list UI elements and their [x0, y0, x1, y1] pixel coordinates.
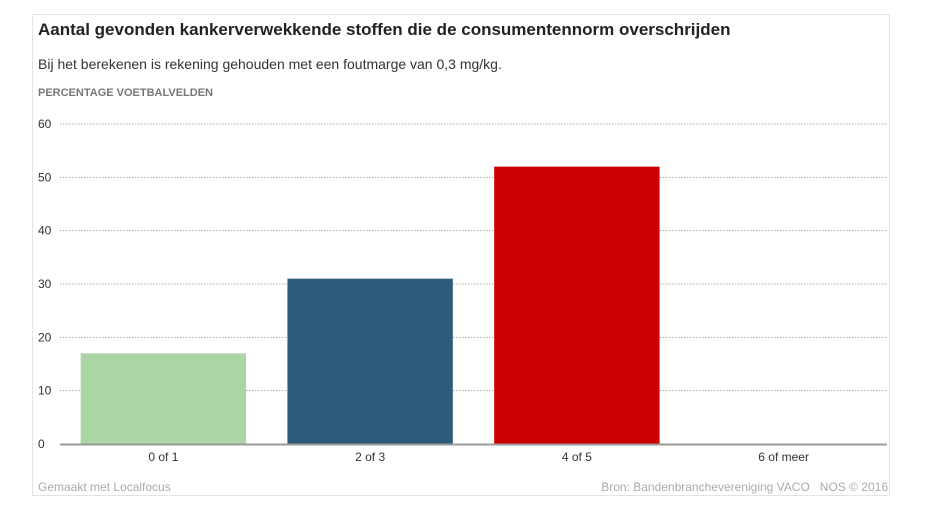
chart-subtitle: Bij het berekenen is rekening gehouden m… — [38, 56, 502, 72]
footer-source: Bron: Bandenbranchevereniging VACO NOS ©… — [601, 480, 888, 494]
y-tick-label: 10 — [38, 384, 52, 398]
y-tick-label: 50 — [38, 170, 52, 184]
x-tick-label: 4 of 5 — [562, 450, 592, 464]
y-axis-label: PERCENTAGE VOETBALVELDEN — [38, 87, 213, 99]
y-tick-label: 20 — [38, 330, 52, 344]
chart-frame — [32, 14, 890, 496]
bar — [494, 166, 660, 444]
x-tick-label: 6 of meer — [758, 450, 809, 464]
y-tick-label: 40 — [38, 224, 52, 238]
y-tick-label: 0 — [38, 437, 45, 451]
y-tick-label: 30 — [38, 277, 52, 291]
x-tick-label: 2 of 3 — [355, 450, 385, 464]
bar — [287, 278, 453, 444]
y-tick-label: 60 — [38, 117, 52, 131]
bar — [80, 353, 247, 444]
chart-title: Aantal gevonden kankerverwekkende stoffe… — [38, 20, 731, 39]
footer-credit[interactable]: Gemaakt met Localfocus — [38, 480, 171, 494]
x-tick-label: 0 of 1 — [148, 450, 178, 464]
